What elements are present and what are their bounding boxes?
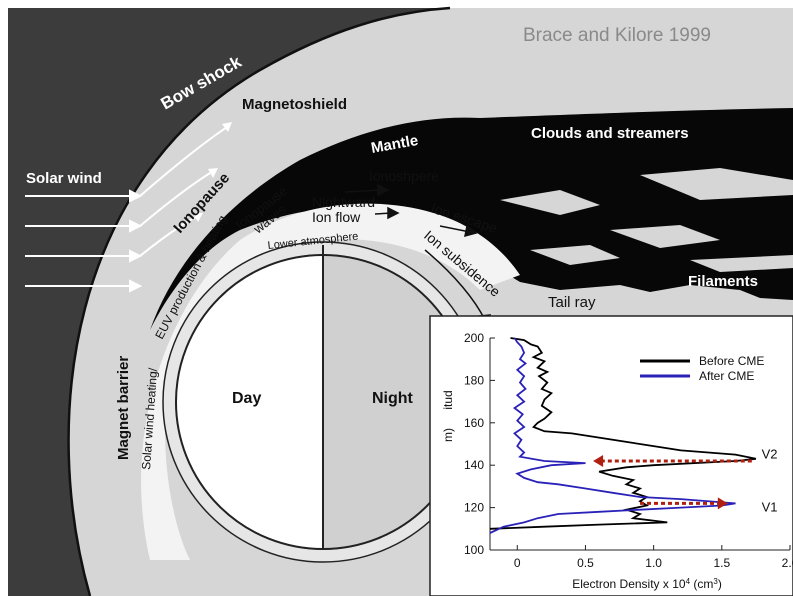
streamer-gap-3 xyxy=(530,245,620,265)
filaments-label: Filaments xyxy=(688,273,758,290)
chart-ylabel: itud xyxy=(441,390,455,409)
chart-xlabel: Electron Density x 104 (cm3) xyxy=(572,577,722,592)
clouds-streamers-label: Clouds and streamers xyxy=(531,125,689,142)
chart-xtick-label: 1.0 xyxy=(645,556,662,570)
deflected-flow-heads xyxy=(193,122,232,222)
chart-ytick-label: 200 xyxy=(464,331,484,345)
chart-ytick-label: 140 xyxy=(464,458,484,472)
solar-wind-label: Solar wind xyxy=(26,170,102,187)
nightward-flow-label-1: Nightward xyxy=(312,194,375,210)
chart-xtick-label: 0 xyxy=(514,556,521,570)
day-label: Day xyxy=(232,390,261,407)
nightward-flow-label-2: Ion flow xyxy=(312,209,361,225)
mantle-clouds-region xyxy=(150,108,793,330)
chart-arrow-head xyxy=(717,497,728,510)
chart-ytick-label: 180 xyxy=(464,373,484,387)
solar-wind-arrows xyxy=(25,189,143,293)
streamer-gap-2 xyxy=(610,225,720,248)
ionosheath-band xyxy=(141,203,521,560)
bow-shock-line xyxy=(67,6,451,596)
citation-label: Brace and Kilore 1999 xyxy=(523,25,711,46)
streamer-gap-5 xyxy=(690,255,793,272)
chart-xtick-label: 1.5 xyxy=(713,556,730,570)
magnetoshield-label: Magnetoshield xyxy=(242,96,347,113)
streamer-gap-1 xyxy=(500,190,600,215)
streamer-gap-4 xyxy=(640,168,793,200)
chart-annotation-v2: V2 xyxy=(762,447,778,462)
chart-xtick-label: 0.5 xyxy=(577,556,594,570)
chart-ylabel-2: m) xyxy=(441,428,455,442)
chart-arrow-head xyxy=(593,454,604,467)
chart-ytick-label: 160 xyxy=(464,416,484,430)
chart-ytick-label: 120 xyxy=(464,501,484,515)
night-label: Night xyxy=(372,390,414,407)
chart-layer: 100 120 140 160 180 200 0 0.5 1.0 1.5 2.0 V2 V1 Befor… xyxy=(464,331,793,570)
chart-annotation-v1: V1 xyxy=(762,500,778,515)
chart-ytick-label: 100 xyxy=(464,543,484,557)
chart-legend-label: After CME xyxy=(699,369,754,383)
chart-series-line-after-cme xyxy=(489,337,736,534)
day-hemisphere xyxy=(176,255,323,549)
inset-chart: 100 120 140 160 180 200 0 0.5 1.0 1.5 2.0 V2 V1 Befor… xyxy=(429,315,793,596)
magnet-barrier-label: Magnet barrier xyxy=(115,356,132,460)
tail-ray-label: Tail ray xyxy=(548,294,596,311)
chart-legend-label: Before CME xyxy=(699,354,764,368)
chart-xtick-label: 2.0 xyxy=(782,556,793,570)
deflected-flow-arrows xyxy=(139,124,231,257)
ionosphere-label: Ionoshpere xyxy=(369,168,439,184)
